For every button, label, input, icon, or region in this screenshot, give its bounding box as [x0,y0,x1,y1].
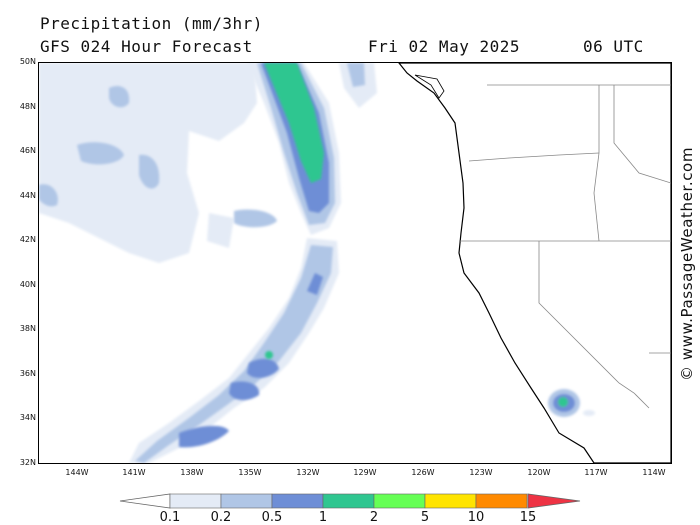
copyright-label: © www.PassageWeather.com [678,146,696,382]
state-borders [459,84,671,409]
lon-label-135w: 135W [238,468,262,477]
legend-label-5: 5 [420,510,430,525]
legend-label-0-2: 0.2 [210,510,232,525]
lat-label-50n: 50N [19,57,36,66]
legend-label-15: 15 [519,510,537,525]
valid-time: 06 UTC [583,37,644,56]
legend-bar [119,493,581,509]
lat-label-34n: 34N [19,413,36,422]
legend-swatch [373,493,426,509]
color-legend: 0.1 0.2 0.5 1 2 5 10 15 [118,492,582,525]
legend-swatch [220,493,273,509]
lat-label-46n: 46N [19,146,36,155]
map-panel[interactable] [38,62,672,464]
lon-label-141w: 141W [122,468,146,477]
legend-swatch [424,493,477,509]
model-label: GFS 024 Hour Forecast [40,37,253,56]
lon-label-129w: 129W [353,468,377,477]
legend-label-10: 10 [467,510,485,525]
valid-date: Fri 02 May 2025 [368,37,520,56]
lon-label-123w: 123W [469,468,493,477]
legend-label-0-5: 0.5 [261,510,283,525]
lat-label-38n: 38N [19,324,36,333]
lat-label-44n: 44N [19,191,36,200]
legend-swatch [169,493,222,509]
land-mass [398,63,671,463]
lon-label-117w: 117W [584,468,608,477]
precip-socal-cell[interactable] [548,389,595,417]
legend-label-2: 2 [369,510,379,525]
copyright-text: © www.PassageWeather.com [672,58,700,470]
precip-frontal-core[interactable] [264,63,324,359]
lon-label-126w: 126W [411,468,435,477]
precip-light-patches [39,63,365,228]
lon-label-120w: 120W [527,468,551,477]
legend-swatch [322,493,375,509]
legend-arrow-high [527,493,581,509]
chart-title: Precipitation (mm/3hr) [40,14,263,33]
lat-label-42n: 42N [19,235,36,244]
legend-label-1: 1 [318,510,328,525]
lat-label-36n: 36N [19,369,36,378]
legend-arrow-low [119,493,171,509]
legend-swatch [475,493,528,509]
lon-label-114w: 114W [642,468,666,477]
lat-label-40n: 40N [19,280,36,289]
lat-label-32n: 32N [19,458,36,467]
legend-label-0-1: 0.1 [159,510,181,525]
lat-label-48n: 48N [19,102,36,111]
legend-swatch [271,493,324,509]
map-canvas [39,63,671,463]
lon-label-144w: 144W [65,468,89,477]
lon-label-132w: 132W [296,468,320,477]
lon-label-138w: 138W [180,468,204,477]
